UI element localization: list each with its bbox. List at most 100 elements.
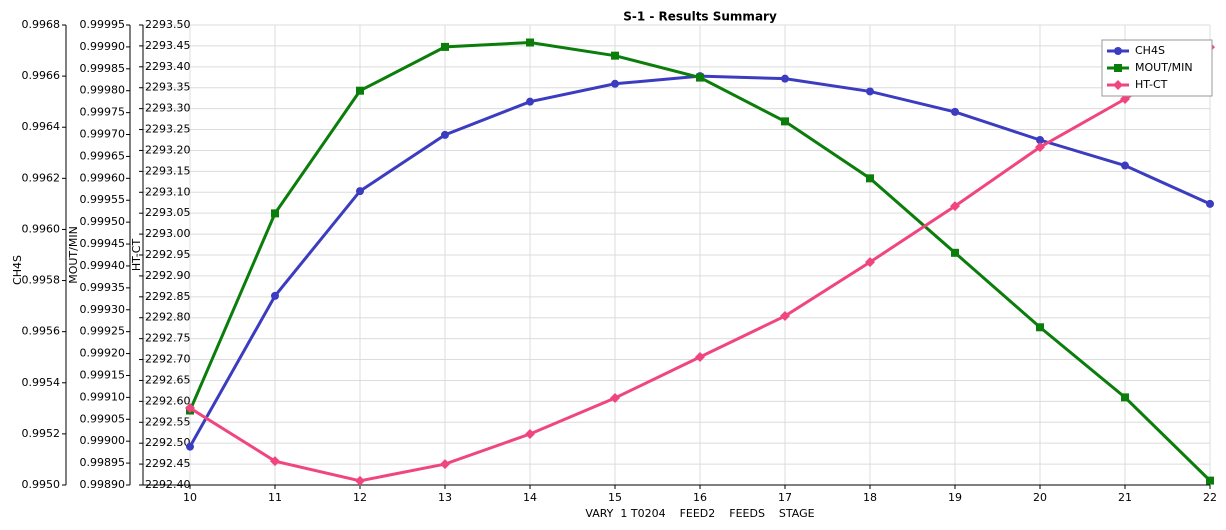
y3-tick-label: 2292.55 xyxy=(145,415,191,428)
y3-tick-label: 2292.45 xyxy=(145,457,191,470)
y3-tick-label: 2292.50 xyxy=(145,436,191,449)
y2-tick-label: 0.99975 xyxy=(80,106,126,119)
data-point xyxy=(186,442,194,451)
data-point xyxy=(610,393,620,404)
y3-tick-label: 2293.50 xyxy=(145,18,191,31)
y2-tick-label: 0.99950 xyxy=(80,215,126,228)
y3-tick-label: 2292.60 xyxy=(145,394,191,407)
x-axis-title: VARY 1 T0204 FEED2 FEEDS STAGE xyxy=(585,507,814,520)
x-tick-label: 19 xyxy=(948,491,962,504)
y2-tick-label: 0.99890 xyxy=(80,478,126,491)
y2-tick-label: 0.99910 xyxy=(80,390,126,403)
y2-tick-label: 0.99955 xyxy=(80,193,126,206)
y2-tick-label: 0.99930 xyxy=(80,303,126,316)
y2-axis-title: MOUT/MIN xyxy=(67,226,80,284)
y-axis-title: CH4S xyxy=(11,255,24,285)
legend-marker xyxy=(1113,80,1123,90)
data-point xyxy=(951,107,959,116)
y3-tick-label: 2293.15 xyxy=(145,164,191,177)
y2-tick-label: 0.99895 xyxy=(80,456,126,469)
legend-label: MOUT/MIN xyxy=(1135,61,1193,74)
y2-tick-label: 0.99980 xyxy=(80,84,126,97)
data-point xyxy=(866,174,874,183)
chart-title: S-1 - Results Summary xyxy=(623,10,777,24)
x-tick-label: 14 xyxy=(523,491,537,504)
data-point xyxy=(441,42,449,51)
legend-label: HT-CT xyxy=(1135,78,1168,91)
data-point xyxy=(271,291,279,300)
y2-tick-label: 0.99920 xyxy=(80,347,126,360)
y2-tick-label: 0.99970 xyxy=(80,128,126,141)
x-tick-label: 17 xyxy=(778,491,792,504)
y3-tick-label: 2293.40 xyxy=(145,60,191,73)
y-tick-label: 0.9968 xyxy=(22,18,61,31)
y2-tick-label: 0.99940 xyxy=(80,259,126,272)
y2-tick-label: 0.99985 xyxy=(80,62,126,75)
data-point xyxy=(781,74,789,83)
data-point xyxy=(780,311,790,322)
data-point xyxy=(1036,323,1044,332)
legend-label: CH4S xyxy=(1135,44,1165,57)
y3-tick-label: 2292.75 xyxy=(145,332,191,345)
y2-tick-label: 0.99990 xyxy=(80,40,126,53)
y-tick-label: 0.9958 xyxy=(22,274,61,287)
y2-tick-label: 0.99905 xyxy=(80,412,126,425)
y2-tick-label: 0.99995 xyxy=(80,18,126,31)
y3-tick-label: 2293.20 xyxy=(145,143,191,156)
y-tick-label: 0.9964 xyxy=(22,120,61,133)
y2-tick-label: 0.99915 xyxy=(80,368,126,381)
data-point xyxy=(950,201,960,212)
data-point xyxy=(355,475,365,486)
legend-marker xyxy=(1114,64,1122,72)
y3-tick-label: 2293.35 xyxy=(145,81,191,94)
data-point xyxy=(781,117,789,126)
data-point xyxy=(865,257,875,268)
x-tick-label: 11 xyxy=(268,491,282,504)
y2-tick-label: 0.99935 xyxy=(80,281,126,294)
data-point xyxy=(271,209,279,218)
x-tick-label: 20 xyxy=(1033,491,1047,504)
data-point xyxy=(1035,142,1045,153)
data-point xyxy=(356,187,364,196)
data-point xyxy=(185,403,195,414)
x-tick-label: 12 xyxy=(353,491,367,504)
data-point xyxy=(440,459,450,470)
data-point xyxy=(441,130,449,139)
y3-tick-label: 2293.05 xyxy=(145,206,191,219)
x-tick-label: 15 xyxy=(608,491,622,504)
y3-axis-title: HT-CT xyxy=(130,239,143,272)
y2-tick-label: 0.99965 xyxy=(80,149,126,162)
data-point xyxy=(526,97,534,106)
x-tick-label: 22 xyxy=(1203,491,1217,504)
data-point xyxy=(1121,393,1129,402)
data-point xyxy=(356,86,364,95)
data-point xyxy=(526,38,534,47)
y-tick-label: 0.9952 xyxy=(22,427,61,440)
data-point xyxy=(1036,136,1044,144)
y3-tick-label: 2292.90 xyxy=(145,269,191,282)
y-tick-label: 0.9966 xyxy=(22,69,61,82)
data-point xyxy=(695,352,705,363)
y3-tick-label: 2292.70 xyxy=(145,353,191,366)
x-tick-label: 18 xyxy=(863,491,877,504)
y3-tick-label: 2293.10 xyxy=(145,185,191,198)
data-point xyxy=(611,51,619,60)
y3-tick-label: 2292.85 xyxy=(145,290,191,303)
y3-tick-label: 2293.25 xyxy=(145,123,191,136)
y2-tick-label: 0.99925 xyxy=(80,325,126,338)
data-point xyxy=(1120,94,1130,105)
data-point xyxy=(1121,161,1129,170)
legend-marker xyxy=(1114,47,1122,55)
y3-tick-label: 2293.30 xyxy=(145,102,191,115)
y-tick-label: 0.9956 xyxy=(22,325,61,338)
data-point xyxy=(951,248,959,257)
y3-tick-label: 2293.45 xyxy=(145,39,191,52)
data-point xyxy=(1206,199,1214,208)
y3-tick-label: 2292.95 xyxy=(145,248,191,261)
x-tick-label: 16 xyxy=(693,491,707,504)
y-tick-label: 0.9960 xyxy=(22,222,61,235)
data-point xyxy=(866,87,874,96)
y2-tick-label: 0.99960 xyxy=(80,171,126,184)
x-tick-label: 13 xyxy=(438,491,452,504)
